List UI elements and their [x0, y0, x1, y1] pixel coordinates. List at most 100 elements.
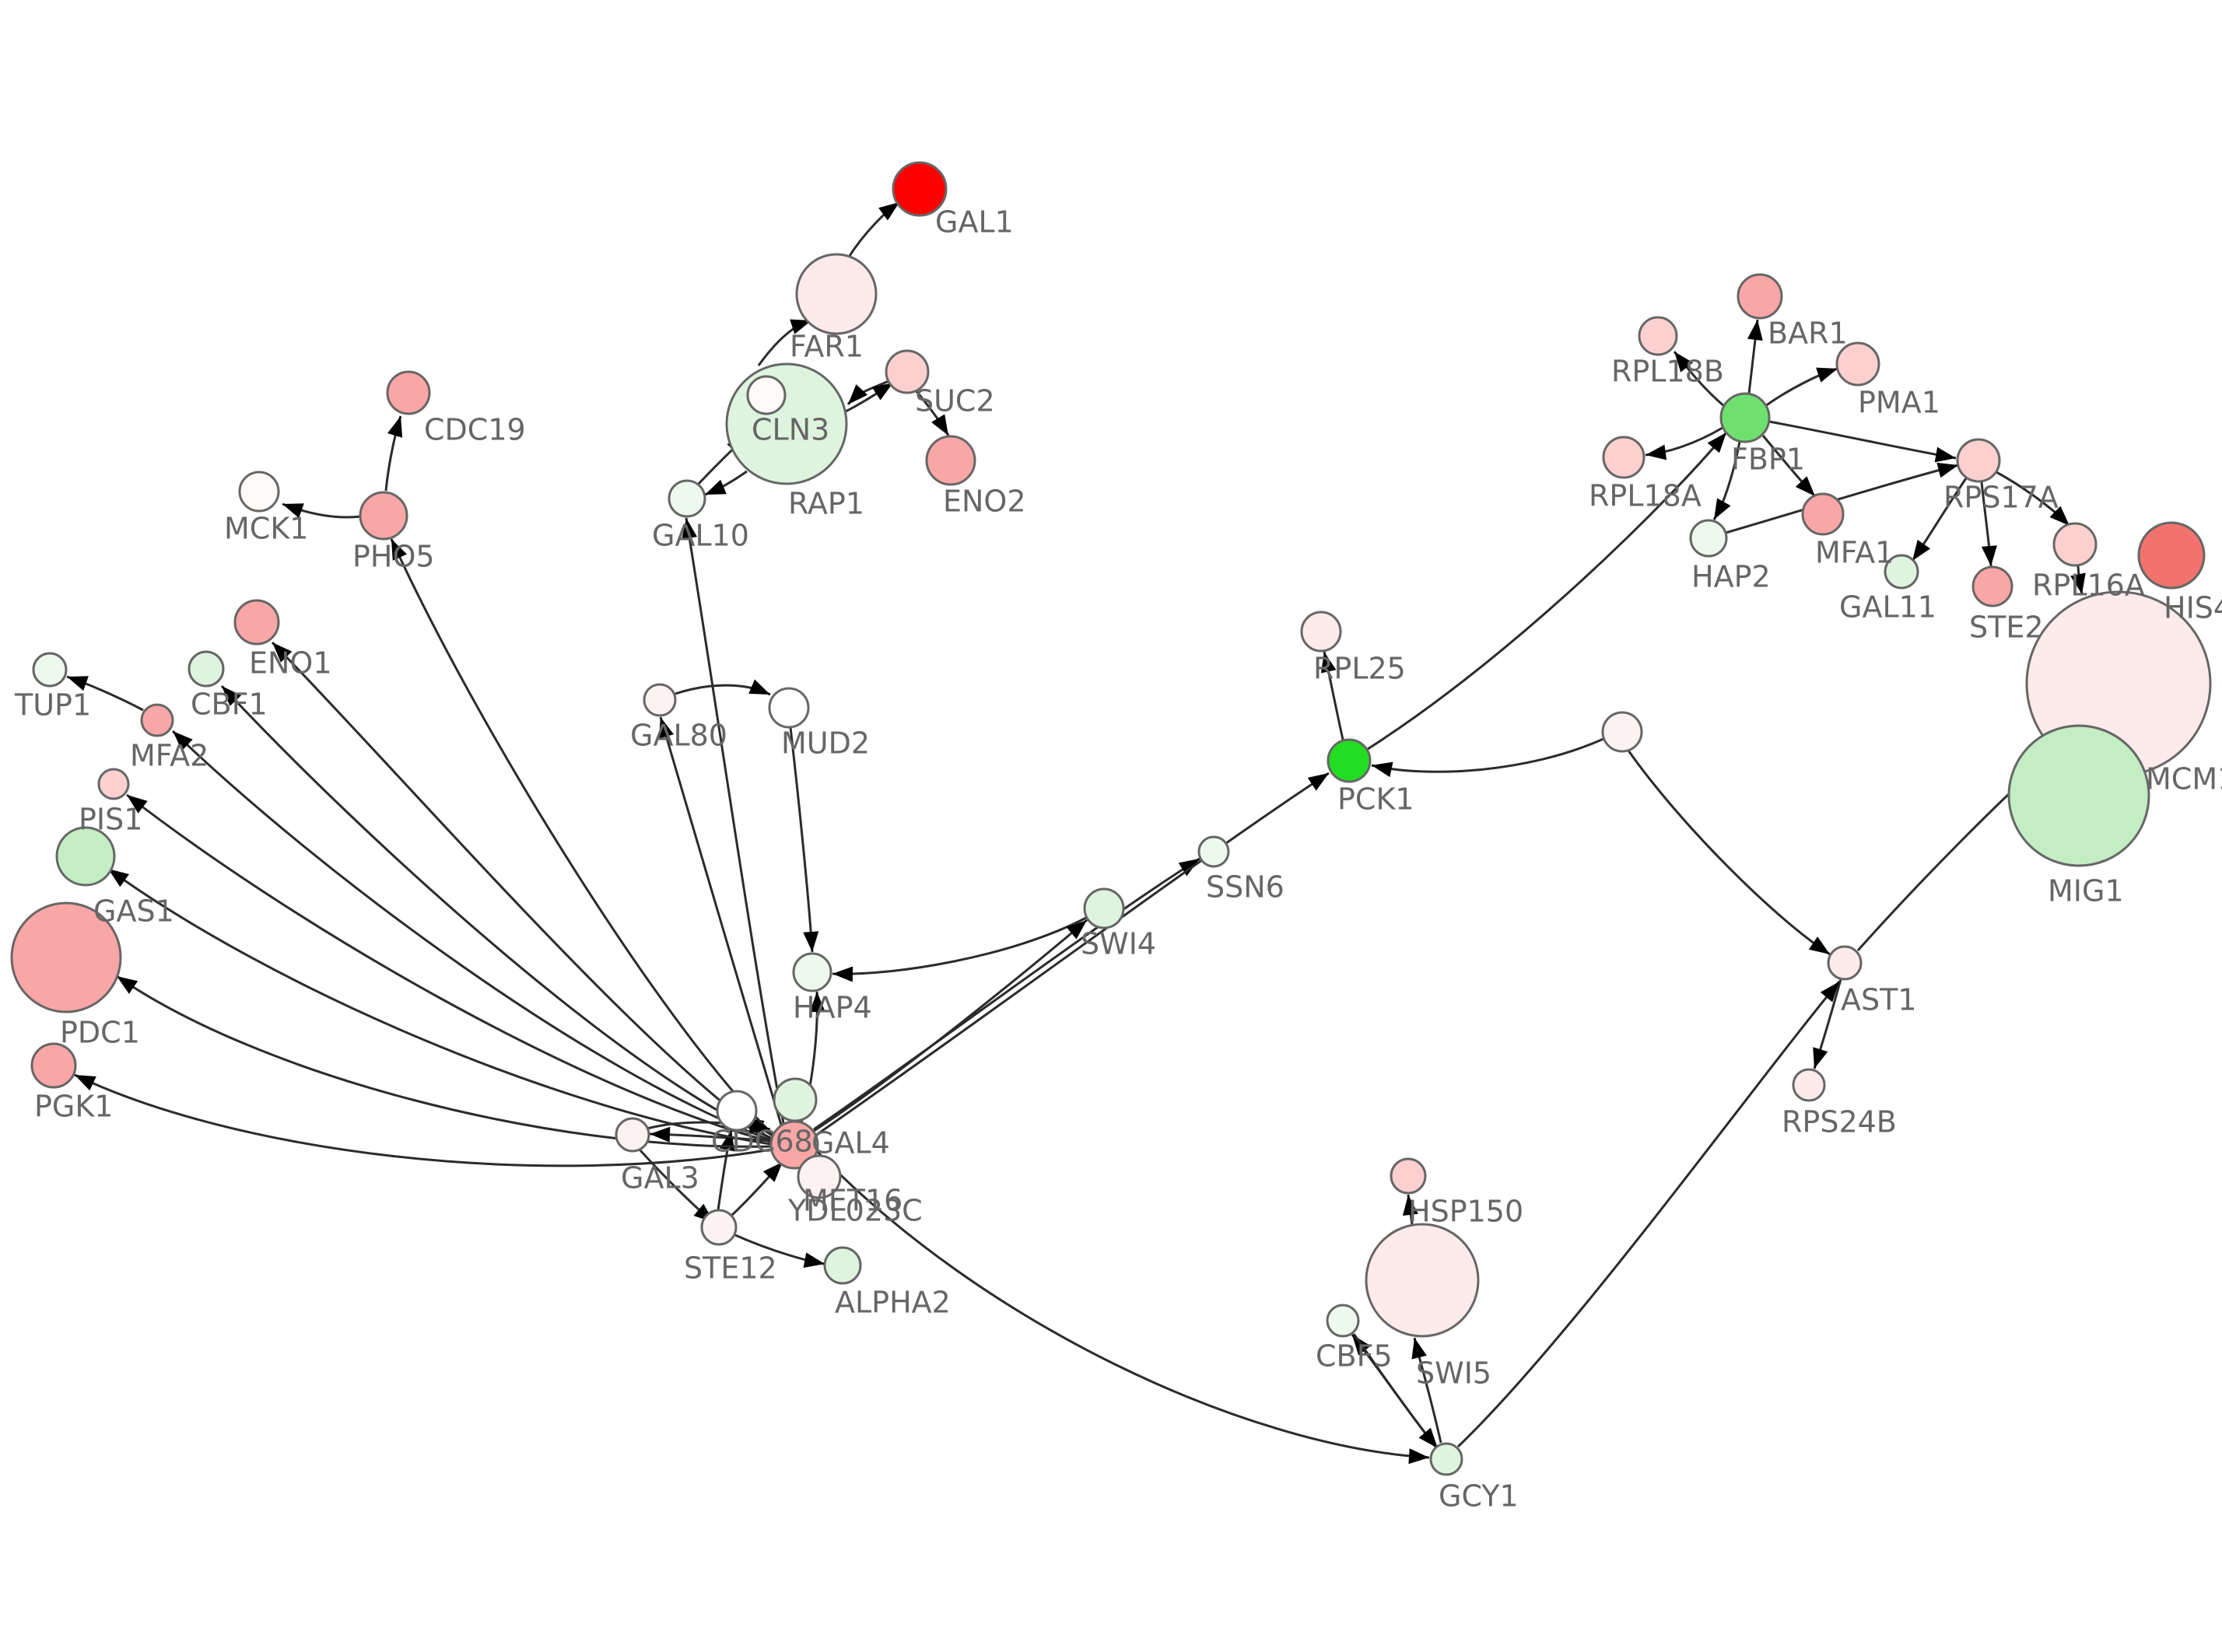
- node-rpl25[interactable]: [1300, 611, 1342, 653]
- node-pdc1[interactable]: [10, 901, 122, 1013]
- edge-line: [832, 916, 1087, 975]
- node-gal1[interactable]: [892, 161, 948, 217]
- arrow-head-icon: [1934, 446, 1956, 463]
- arrow-head-icon: [1066, 920, 1087, 940]
- edge-line: [815, 1150, 1430, 1459]
- node-rpl18b[interactable]: [1638, 316, 1678, 356]
- node-swi4[interactable]: [1083, 887, 1125, 929]
- edge-GAL4-to-PDC1: [116, 975, 772, 1148]
- edge-line: [126, 793, 772, 1143]
- node-label-met16: MET16: [803, 1184, 902, 1218]
- node-eno2[interactable]: [925, 435, 976, 486]
- arrow-head-icon: [931, 414, 948, 436]
- node-label-gcy1: GCY1: [1439, 1479, 1519, 1514]
- node-his4[interactable]: [2137, 521, 2206, 590]
- node-hub1[interactable]: [1601, 711, 1643, 753]
- node-far1[interactable]: [795, 253, 878, 335]
- edge-line: [390, 538, 774, 1136]
- node-gcy1[interactable]: [1429, 1442, 1463, 1476]
- node-label-cbf5: CBF5: [1316, 1339, 1393, 1374]
- arrow-head-icon: [762, 1162, 783, 1182]
- edge-SWI4-to-HAP4: [832, 916, 1087, 982]
- node-cbf5[interactable]: [1326, 1304, 1360, 1338]
- node-mud2[interactable]: [768, 687, 810, 729]
- node-fbp1[interactable]: [1719, 392, 1771, 443]
- node-bar1[interactable]: [1737, 273, 1783, 320]
- edge-SWI5-to-HSP150: [1402, 1194, 1418, 1225]
- node-mck1[interactable]: [238, 471, 280, 513]
- edge-GAL4-to-GAS1: [107, 867, 772, 1146]
- node-rps17a[interactable]: [1956, 438, 2001, 483]
- node-gas1[interactable]: [55, 826, 116, 887]
- node-pgk1[interactable]: [30, 1042, 77, 1089]
- node-cln3in[interactable]: [746, 375, 787, 415]
- arrow-head-icon: [809, 992, 825, 1013]
- node-ste2[interactable]: [1971, 565, 2013, 607]
- node-swi5[interactable]: [1365, 1223, 1480, 1338]
- node-label-pgk1: PGK1: [34, 1090, 113, 1124]
- arrow-head-icon: [878, 202, 899, 221]
- edge-line: [107, 867, 772, 1146]
- edge-line: [789, 726, 814, 953]
- arrow-head-icon: [282, 503, 304, 519]
- node-mfa2[interactable]: [140, 703, 174, 737]
- arrow-head-icon: [1912, 539, 1931, 561]
- node-pma1[interactable]: [1835, 341, 1880, 387]
- node-label-mud2: MUD2: [781, 726, 870, 761]
- edge-AST1-to-RPS24B: [1813, 978, 1842, 1069]
- node-label-mig1: MIG1: [2048, 874, 2124, 908]
- arrow-head-icon: [1307, 773, 1329, 791]
- edge-FAR1-to-GAL1: [846, 201, 900, 259]
- node-gal11[interactable]: [1884, 554, 1919, 590]
- edge-GAL4-to-SSN6: [813, 857, 1200, 1131]
- arrow-head-icon: [1813, 1047, 1828, 1069]
- node-gal80[interactable]: [643, 683, 677, 717]
- node-hsp150[interactable]: [1390, 1157, 1427, 1195]
- edge-line: [1725, 464, 1959, 534]
- arrow-head-icon: [803, 1252, 825, 1269]
- node-gal4[interactable]: [769, 1120, 819, 1170]
- edge-line: [685, 517, 785, 1124]
- edge-line: [813, 857, 1200, 1131]
- node-tup1[interactable]: [32, 652, 68, 688]
- node-label-rpl18b: RPL18B: [1611, 355, 1724, 389]
- node-label-gal80: GAL80: [630, 719, 727, 753]
- node-pho5[interactable]: [359, 491, 408, 541]
- node-mig1[interactable]: [2007, 724, 2150, 867]
- node-label-his4: HIS4: [2164, 591, 2222, 625]
- node-eno1[interactable]: [233, 599, 280, 646]
- node-ssn6[interactable]: [1197, 835, 1230, 868]
- node-rpl16a[interactable]: [2052, 522, 2098, 567]
- node-hap4[interactable]: [792, 952, 832, 992]
- node-alpha2[interactable]: [823, 1246, 862, 1285]
- node-ste12[interactable]: [700, 1209, 738, 1246]
- edge-FBP1-to-MFA1: [1761, 435, 1817, 498]
- node-rpl18a[interactable]: [1602, 436, 1645, 479]
- edge-GAL4-to-GAL10: [682, 517, 785, 1124]
- edge-SUC2-to-CLN3: [846, 380, 889, 405]
- arrow-head-icon: [848, 384, 868, 404]
- node-cdc19[interactable]: [386, 370, 431, 415]
- edge-PHO5-to-CDC19: [384, 415, 403, 492]
- node-label-far1: FAR1: [790, 330, 864, 364]
- node-hap2[interactable]: [1689, 519, 1728, 558]
- node-cbf1[interactable]: [188, 650, 225, 688]
- arrow-head-icon: [1816, 367, 1838, 383]
- node-gal10[interactable]: [668, 479, 706, 518]
- node-pck1[interactable]: [1327, 738, 1372, 783]
- node-met16[interactable]: [773, 1077, 818, 1122]
- node-suc2[interactable]: [885, 349, 930, 394]
- node-mfa1[interactable]: [1801, 492, 1845, 536]
- node-rps24b[interactable]: [1792, 1068, 1826, 1102]
- node-ydl023c[interactable]: [797, 1154, 842, 1199]
- arrow-head-icon: [748, 1118, 770, 1134]
- node-pis1[interactable]: [97, 768, 130, 800]
- edge-CBF5-to-GCY1: [1352, 1333, 1439, 1449]
- node-cdc68[interactable]: [716, 1090, 758, 1132]
- arrow-head-icon: [391, 539, 407, 561]
- node-label-rps17a: RPS17A: [1943, 481, 2059, 515]
- node-gal3[interactable]: [615, 1117, 650, 1153]
- node-ast1[interactable]: [1827, 945, 1863, 981]
- edge-GAL4-to-PIS1: [126, 793, 772, 1143]
